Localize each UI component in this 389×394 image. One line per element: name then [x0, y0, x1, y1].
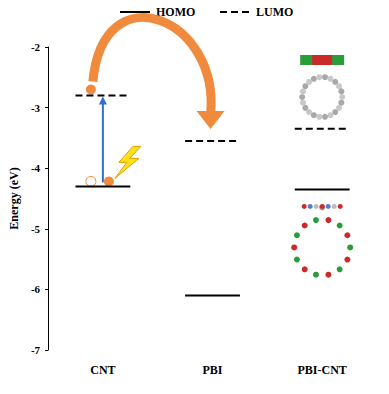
svg-text:HOMO: HOMO [156, 5, 196, 19]
svg-text:Energy (eV): Energy (eV) [7, 167, 21, 229]
svg-text:LUMO: LUMO [256, 5, 293, 19]
svg-text:-5: -5 [31, 223, 41, 235]
svg-text:PBI: PBI [203, 363, 223, 377]
svg-text:-6: -6 [31, 283, 41, 295]
svg-text:-7: -7 [31, 344, 41, 356]
svg-text:-2: -2 [31, 41, 41, 53]
svg-text:PBI-CNT: PBI-CNT [298, 363, 347, 377]
svg-text:CNT: CNT [90, 363, 115, 377]
svg-text:-4: -4 [31, 162, 41, 174]
svg-text:-3: -3 [31, 102, 41, 114]
